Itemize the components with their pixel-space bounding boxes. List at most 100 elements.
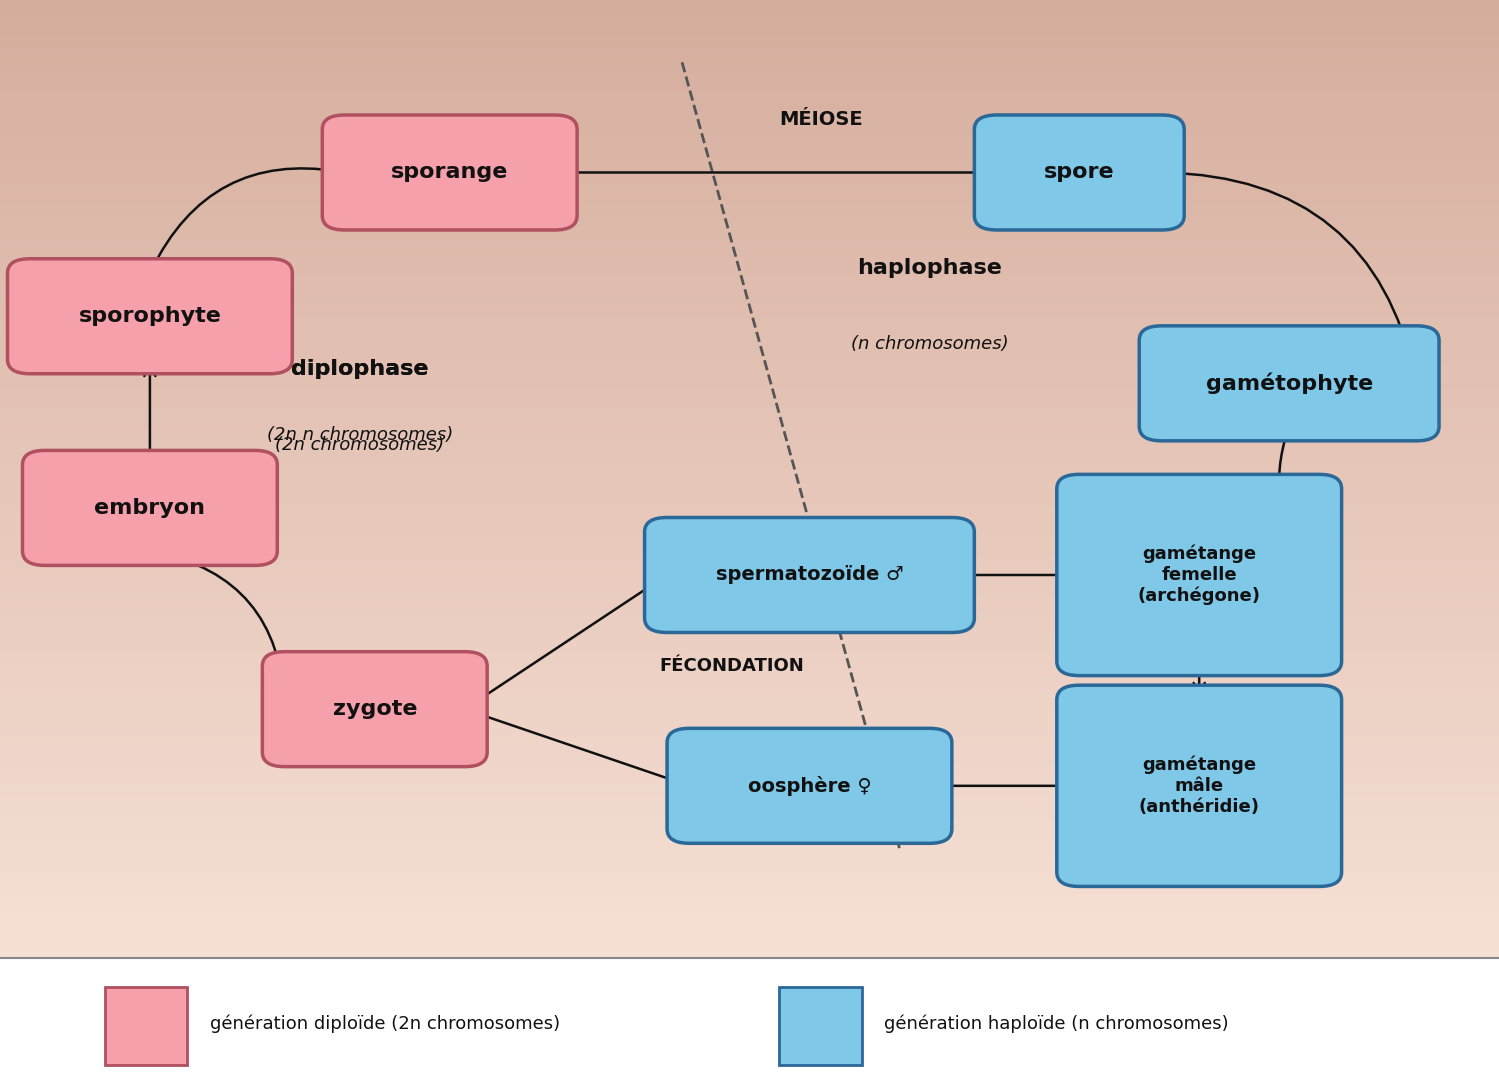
Bar [0,203,1499,206]
Bar [0,940,1499,943]
Bar [0,453,1499,456]
Bar [0,872,1499,876]
Bar [0,310,1499,315]
Bar [0,876,1499,880]
Bar [0,183,1499,187]
Bar [0,180,1499,183]
Bar [0,468,1499,472]
Bar [0,775,1499,779]
Bar [0,404,1499,408]
Bar [0,75,1499,78]
Text: gamétange
femelle
(archégone): gamétange femelle (archégone) [1138,544,1261,605]
Text: (2n n chromosomes): (2n n chromosomes) [267,427,453,444]
Bar [0,3,1499,8]
Bar [0,135,1499,138]
Bar [0,161,1499,164]
Bar [0,138,1499,143]
Bar [0,123,1499,127]
Bar [0,565,1499,570]
Bar [0,427,1499,430]
Bar [0,854,1499,857]
Bar [0,435,1499,438]
Bar [0,656,1499,659]
Bar [0,408,1499,412]
Bar [0,895,1499,898]
Bar [0,127,1499,131]
Bar [0,760,1499,763]
Bar [0,78,1499,83]
Bar [0,303,1499,307]
Text: MÉIOSE: MÉIOSE [779,110,863,130]
Bar [0,86,1499,90]
Bar [0,524,1499,528]
Bar [0,528,1499,531]
Bar [0,633,1499,636]
Bar [0,596,1499,599]
Bar [0,599,1499,602]
Bar [0,382,1499,386]
Bar [0,60,1499,63]
Bar [0,430,1499,435]
Bar [0,816,1499,820]
Bar [0,510,1499,513]
FancyBboxPatch shape [645,517,974,633]
Bar [0,390,1499,393]
Bar [0,423,1499,427]
Text: diplophase: diplophase [291,358,429,379]
Bar [0,521,1499,524]
Bar [0,935,1499,940]
Bar [0,820,1499,823]
Bar [0,359,1499,363]
Bar [0,333,1499,337]
Bar [0,831,1499,835]
Bar [0,674,1499,677]
Bar [0,176,1499,180]
Bar [0,730,1499,734]
Bar [0,688,1499,693]
Bar [0,232,1499,236]
Bar [0,164,1499,169]
Bar [0,45,1499,49]
Text: FÉCONDATION: FÉCONDATION [660,657,805,675]
Bar [0,273,1499,277]
Text: (n chromosomes): (n chromosomes) [850,335,1009,354]
Bar [0,289,1499,292]
Bar [0,26,1499,29]
Bar [0,808,1499,812]
FancyBboxPatch shape [1057,685,1342,886]
Text: sporophyte: sporophyte [78,306,222,327]
Bar [0,29,1499,34]
Bar [0,396,1499,401]
Bar [0,479,1499,482]
Bar [0,802,1499,805]
Bar [0,888,1499,891]
Bar [0,614,1499,617]
Bar [0,498,1499,502]
Bar [0,393,1499,396]
Text: génération haploïde (n chromosomes): génération haploïde (n chromosomes) [884,1015,1229,1032]
Bar [0,835,1499,839]
Bar [0,262,1499,266]
Bar [0,356,1499,359]
Bar [0,951,1499,955]
Bar [0,490,1499,494]
Bar [0,198,1499,203]
Bar [0,23,1499,26]
Bar [0,943,1499,947]
Bar [0,542,1499,547]
Bar [0,842,1499,846]
Bar [0,677,1499,682]
Bar [0,539,1499,542]
Bar [0,779,1499,782]
Bar [0,554,1499,558]
Text: zygote: zygote [333,699,417,719]
Bar [0,482,1499,487]
Bar [0,591,1499,596]
Bar [0,640,1499,644]
Text: (2n chromosomes): (2n chromosomes) [276,436,444,454]
Bar [0,11,1499,15]
Bar [0,206,1499,209]
FancyBboxPatch shape [105,987,187,1065]
Bar [0,700,1499,703]
Bar [0,898,1499,902]
